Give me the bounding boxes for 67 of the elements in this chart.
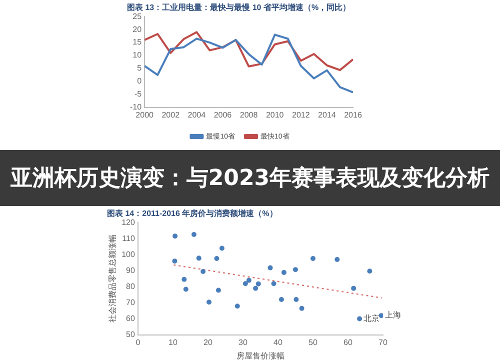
point xyxy=(216,288,221,293)
chart-title: 图表 14：2011-2016 年房价与消费额增速（%） xyxy=(107,208,278,218)
y-tick-label: -5 xyxy=(134,90,142,99)
point xyxy=(234,304,240,309)
x-tick-label: 2002 xyxy=(162,110,180,120)
point xyxy=(172,258,178,264)
point xyxy=(294,297,299,302)
point xyxy=(271,281,276,286)
point xyxy=(351,286,356,291)
point xyxy=(219,246,224,251)
point xyxy=(292,267,298,272)
point xyxy=(196,256,202,261)
point xyxy=(183,286,188,292)
x-tick-label: 20 xyxy=(204,338,213,347)
x-tick-label: 2004 xyxy=(188,110,206,120)
x-axis-title: 房屋售价涨幅 xyxy=(236,351,284,360)
point xyxy=(357,316,362,322)
x-tick-label: 70 xyxy=(378,338,388,347)
point xyxy=(299,306,304,311)
y-axis-title: 社会消费品零售总额涨幅 xyxy=(108,234,118,323)
y-tick-label: 110 xyxy=(122,234,136,243)
x-tick-label: 10 xyxy=(168,338,178,347)
x-tick-label: 2016 xyxy=(344,110,362,120)
x-tick-label: 2006 xyxy=(214,110,232,120)
y-tick-label: -10 xyxy=(130,102,142,112)
point xyxy=(256,281,261,286)
x-tick-label: 50 xyxy=(308,338,318,347)
x-tick-label: 2000 xyxy=(136,110,154,120)
point xyxy=(214,256,220,262)
annotation: 上海 xyxy=(385,310,402,320)
y-tick-label: 20 xyxy=(132,24,142,34)
point xyxy=(310,256,316,262)
point xyxy=(281,270,286,275)
point xyxy=(367,268,372,274)
y-tick-label: 25 xyxy=(132,12,142,21)
annotation: 北京 xyxy=(364,314,380,323)
y-tick-label: 15 xyxy=(132,38,142,47)
y-tick-label: 80 xyxy=(126,282,136,291)
y-tick-label: 50 xyxy=(126,330,136,340)
x-tick-label: 2008 xyxy=(240,110,258,120)
x-tick-label: 2014 xyxy=(318,110,336,120)
point xyxy=(242,281,248,286)
x-tick-label: 30 xyxy=(238,338,248,347)
y-tick-label: 5 xyxy=(137,64,142,73)
y-tick-label: 10 xyxy=(132,50,142,60)
y-tick-label: 90 xyxy=(126,266,136,275)
point xyxy=(200,268,206,274)
point xyxy=(268,265,273,270)
point xyxy=(191,232,196,237)
x-tick-label: 40 xyxy=(274,338,283,347)
y-tick-label: 120 xyxy=(122,218,136,227)
text: 亚洲杯历史演变：与2023年赛事表现及变化分析 xyxy=(0,150,500,206)
point xyxy=(253,286,258,291)
y-tick-label: 60 xyxy=(126,314,136,323)
point xyxy=(172,234,178,239)
point xyxy=(278,297,284,302)
y-tick-label: 0 xyxy=(137,76,142,86)
point xyxy=(246,278,252,283)
y-tick-label: 70 xyxy=(126,298,136,307)
point xyxy=(334,256,340,262)
point xyxy=(182,276,187,282)
x-tick-label: 2012 xyxy=(292,110,310,120)
y-tick-label: 100 xyxy=(122,250,136,259)
x-tick-label: 60 xyxy=(344,338,353,347)
x-tick-label: 2010 xyxy=(266,110,284,120)
chart-title: 图表 13：工业用电量：最快与最慢 10 省平均增速（%，同比） xyxy=(127,3,351,12)
point xyxy=(206,300,212,305)
